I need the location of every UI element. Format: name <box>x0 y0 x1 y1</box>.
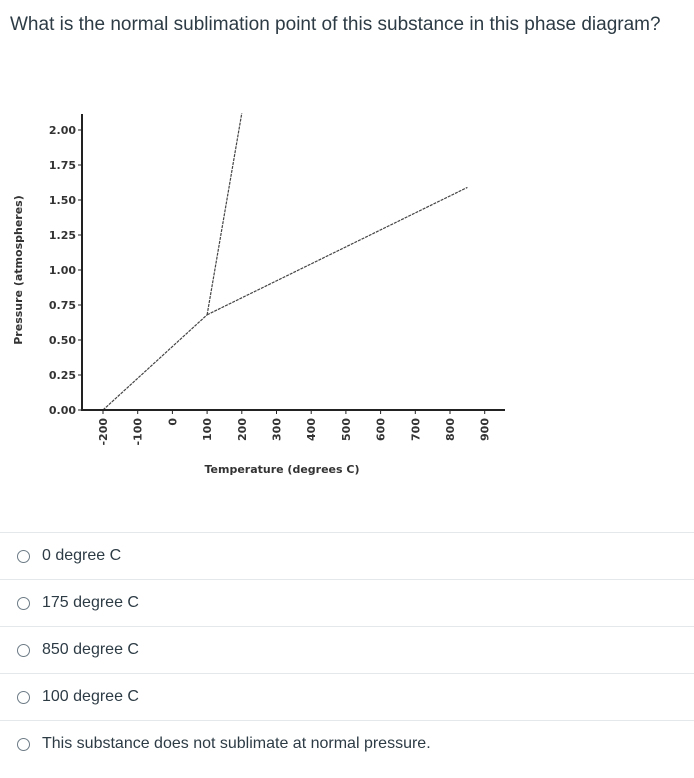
y-tick-label: 0.00 <box>49 404 76 417</box>
x-tick-label: 900 <box>479 418 492 441</box>
y-tick-label: 2.00 <box>49 124 76 137</box>
answer-option-3[interactable]: 100 degree C <box>0 673 694 720</box>
x-tick-label: 0 <box>166 418 179 426</box>
y-axis-ticks: 0.00 0.25 0.50 0.75 1.00 1.25 1.50 1.75 2.00 <box>49 124 82 417</box>
radio-icon[interactable] <box>17 737 30 751</box>
y-tick-label: 1.75 <box>49 159 76 172</box>
radio-icon[interactable] <box>17 690 30 704</box>
answer-label: 100 degree C <box>42 688 139 705</box>
x-tick-label: 100 <box>201 418 214 441</box>
y-tick-label: 0.25 <box>49 369 76 382</box>
phase-diagram: 0.00 0.25 0.50 0.75 1.00 1.25 1.50 1.75 2.00 -20… <box>0 100 520 500</box>
radio-icon[interactable] <box>17 643 30 657</box>
y-tick-label: 1.50 <box>49 194 76 207</box>
answer-label: 0 degree C <box>42 547 122 564</box>
answer-label: 850 degree C <box>42 641 139 658</box>
x-tick-label: 200 <box>236 418 249 441</box>
series-line-0 <box>102 314 208 411</box>
x-tick-label: 800 <box>444 418 457 441</box>
x-axis-label: Temperature (degrees C) <box>204 463 359 476</box>
answer-option-0[interactable]: 0 degree C <box>0 532 694 579</box>
radio-icon[interactable] <box>17 596 30 610</box>
answer-option-2[interactable]: 850 degree C <box>0 626 694 673</box>
series-line-2 <box>206 186 468 316</box>
answer-option-1[interactable]: 175 degree C <box>0 579 694 626</box>
x-tick-label: -200 <box>97 418 110 446</box>
y-tick-label: 1.00 <box>49 264 76 277</box>
phase-boundary-lines <box>102 113 468 411</box>
x-tick-label: 400 <box>305 418 318 441</box>
series-line-1 <box>206 113 243 315</box>
x-tick-label: -100 <box>132 418 145 446</box>
x-tick-label: 300 <box>271 418 284 441</box>
y-tick-label: 1.25 <box>49 229 76 242</box>
x-tick-label: 500 <box>340 418 353 441</box>
y-axis-label: Pressure (atmospheres) <box>12 195 25 345</box>
x-axis-ticks: -200 -100 0 100 200 300 400 500 600 700 800 900 <box>97 410 492 446</box>
answer-option-4[interactable]: This substance does not sublimate at nor… <box>0 720 694 767</box>
question-text: What is the normal sublimation point of … <box>10 14 661 35</box>
answer-list: 0 degree C 175 degree C 850 degree C 100… <box>0 532 694 767</box>
y-tick-label: 0.50 <box>49 334 76 347</box>
x-tick-label: 600 <box>375 418 388 441</box>
answer-label: 175 degree C <box>42 594 139 611</box>
y-tick-label: 0.75 <box>49 299 76 312</box>
x-tick-label: 700 <box>409 418 422 441</box>
answer-label: This substance does not sublimate at nor… <box>42 735 431 752</box>
phase-diagram-svg: 0.00 0.25 0.50 0.75 1.00 1.25 1.50 1.75 2.00 -20… <box>12 113 505 476</box>
radio-icon[interactable] <box>17 549 30 563</box>
